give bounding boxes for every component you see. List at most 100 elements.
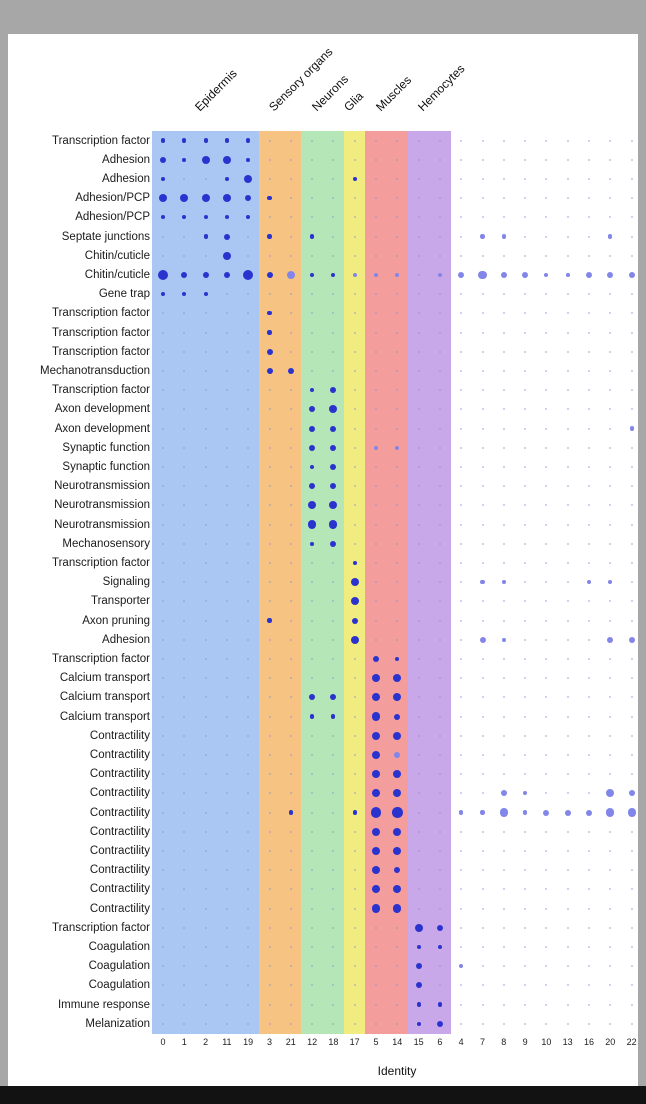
dot xyxy=(437,944,442,949)
dot xyxy=(630,888,633,891)
dot xyxy=(160,215,166,220)
dot xyxy=(524,696,527,699)
dot xyxy=(460,523,463,526)
dot xyxy=(353,965,356,968)
dot xyxy=(268,945,271,948)
dot xyxy=(417,389,420,392)
dot xyxy=(609,849,612,852)
dot xyxy=(353,139,356,142)
dot xyxy=(545,888,548,891)
dot xyxy=(289,158,292,161)
dot xyxy=(268,600,271,603)
row-label: Contractility xyxy=(89,806,150,819)
dot xyxy=(288,810,293,815)
dot xyxy=(311,619,314,622)
dot xyxy=(162,715,164,718)
dot xyxy=(225,446,228,449)
dot xyxy=(609,773,612,776)
dot xyxy=(289,792,292,795)
dot xyxy=(268,926,271,929)
dot xyxy=(609,753,612,756)
dot xyxy=(268,984,271,987)
row-label: Adhesion xyxy=(102,153,150,166)
dot xyxy=(606,808,615,817)
dot xyxy=(289,734,292,737)
dot xyxy=(630,446,633,449)
dot xyxy=(438,331,441,334)
dot xyxy=(588,677,590,680)
dot xyxy=(247,888,250,891)
dot xyxy=(481,1003,484,1006)
dot xyxy=(417,888,420,891)
dot xyxy=(417,619,420,622)
dot xyxy=(460,945,463,948)
dot xyxy=(609,984,612,987)
dot xyxy=(588,619,590,622)
row-label: Adhesion xyxy=(102,633,150,646)
x-tick-label: 5 xyxy=(373,1037,379,1047)
dot xyxy=(375,139,377,142)
row-label: Neurotransmission xyxy=(54,480,150,493)
dot xyxy=(438,465,441,468)
dot xyxy=(353,446,356,449)
dot xyxy=(289,619,292,622)
dot xyxy=(460,1022,463,1025)
dot xyxy=(501,580,506,585)
dot xyxy=(204,465,207,468)
dot xyxy=(588,389,590,392)
dot xyxy=(332,926,335,929)
dot xyxy=(566,177,569,180)
dot xyxy=(588,465,590,468)
dot xyxy=(308,520,317,529)
dot xyxy=(204,715,207,718)
dot xyxy=(204,696,207,699)
dot xyxy=(204,523,207,526)
x-axis-title: Identity xyxy=(377,1064,417,1078)
dot xyxy=(204,753,207,756)
dot xyxy=(375,504,377,507)
dot xyxy=(225,907,228,910)
dot xyxy=(311,158,314,161)
row-label: Transcription factor xyxy=(52,921,150,934)
dot xyxy=(438,485,441,488)
dot xyxy=(438,888,441,891)
dot xyxy=(268,965,271,968)
dot xyxy=(375,254,377,257)
dot xyxy=(204,1003,207,1006)
dot xyxy=(502,312,505,315)
dot xyxy=(460,197,463,200)
dot xyxy=(353,408,356,411)
dot xyxy=(225,465,228,468)
dot xyxy=(630,581,633,584)
dot xyxy=(204,907,207,910)
dot xyxy=(460,830,463,833)
dot xyxy=(436,924,443,931)
dot xyxy=(247,389,250,392)
dot xyxy=(162,792,164,795)
dot xyxy=(267,234,272,239)
dot xyxy=(588,561,590,564)
row-label: Gene trap xyxy=(98,288,150,301)
dot xyxy=(289,773,292,776)
dot xyxy=(183,830,186,833)
dot xyxy=(247,523,250,526)
dot xyxy=(162,581,164,584)
dot xyxy=(588,312,590,315)
dot xyxy=(268,389,271,392)
dot xyxy=(502,1022,505,1025)
dot xyxy=(628,271,635,278)
dot xyxy=(460,984,463,987)
dot xyxy=(460,1003,463,1006)
dot xyxy=(566,1022,569,1025)
dot xyxy=(183,715,186,718)
dot xyxy=(289,465,292,468)
dot xyxy=(204,427,207,430)
dot xyxy=(267,618,272,623)
dot xyxy=(225,427,228,430)
dot xyxy=(480,810,485,815)
row-label: Contractility xyxy=(89,902,150,915)
dot xyxy=(204,657,207,660)
dot xyxy=(375,312,377,315)
dot xyxy=(247,753,250,756)
dot xyxy=(182,215,187,220)
